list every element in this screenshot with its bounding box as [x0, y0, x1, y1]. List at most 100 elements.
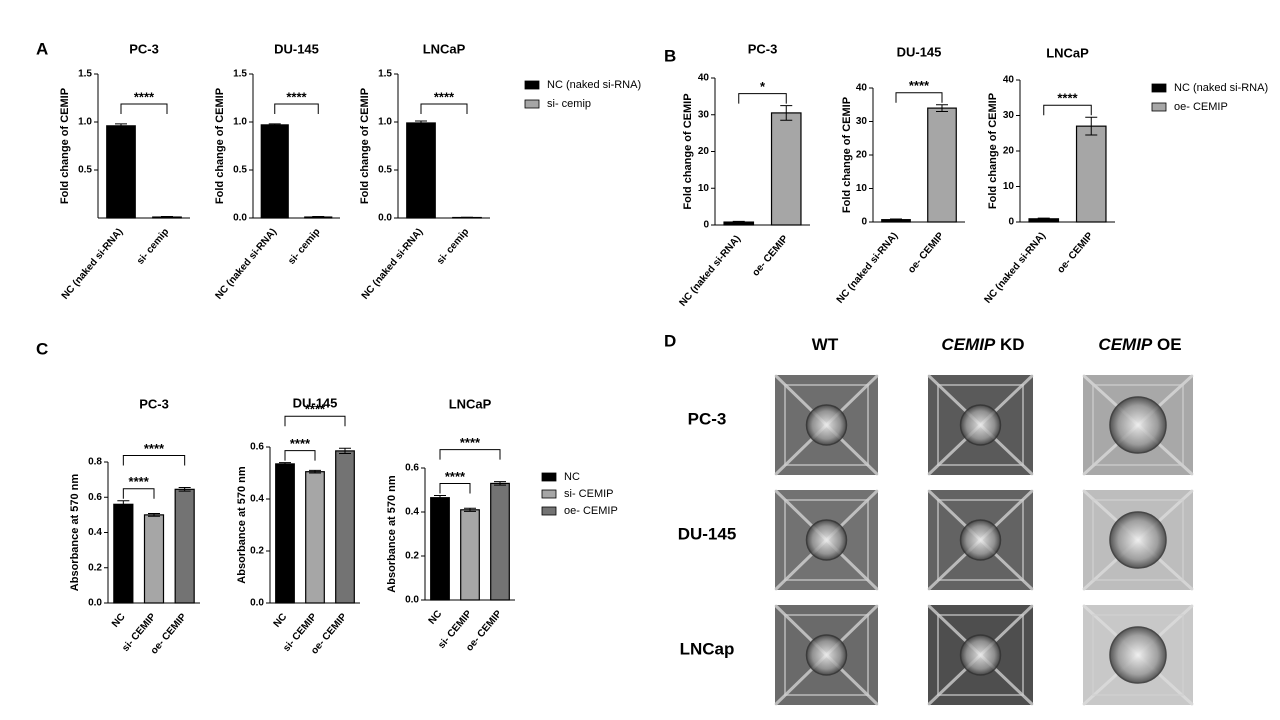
- chart-title: PC-3: [129, 41, 159, 56]
- y-tick-label: 0.0: [378, 213, 392, 224]
- y-axis-label: Fold change of CEMIP: [214, 88, 226, 204]
- bar: [430, 497, 450, 601]
- significance-bracket: [120, 103, 168, 114]
- panel-label: C: [36, 339, 48, 358]
- y-axis-label: Fold change of CEMIP: [841, 97, 853, 213]
- bar: [406, 122, 436, 219]
- legend-swatch: [524, 80, 540, 90]
- x-tick-label: NC (naked si-RNA): [213, 227, 279, 302]
- y-axis-label: Absorbance at 570 nm: [386, 475, 398, 593]
- bar: [335, 450, 355, 604]
- significance-bracket: [284, 415, 346, 427]
- significance-label: ****: [909, 78, 930, 93]
- significance-label: *: [760, 79, 766, 94]
- y-tick-label: 30: [856, 116, 868, 127]
- y-tick-label: 0.5: [233, 165, 247, 176]
- significance-bracket: [274, 103, 319, 114]
- row-label: LNCap: [680, 639, 735, 658]
- well-floor: [784, 384, 869, 466]
- bar: [927, 107, 957, 223]
- chart-title: DU-145: [897, 44, 942, 59]
- significance-bracket: [895, 92, 943, 103]
- y-tick-label: 20: [856, 150, 868, 161]
- x-tick-label: NC: [272, 612, 290, 630]
- bar: [275, 463, 295, 604]
- significance-bracket: [122, 455, 186, 466]
- legend-swatch: [541, 489, 557, 499]
- x-tick-label: NC (naked si-RNA): [677, 234, 743, 309]
- significance-bracket: [439, 449, 501, 460]
- legend-swatch: [524, 99, 540, 109]
- significance-bracket: [738, 93, 787, 104]
- chart-title: PC-3: [139, 396, 169, 411]
- significance-label: ****: [134, 89, 155, 104]
- error-bar: [936, 104, 948, 112]
- y-tick-label: 0.5: [378, 165, 392, 176]
- error-bar: [339, 447, 351, 454]
- significance-label: ****: [460, 435, 481, 450]
- bar: [106, 125, 136, 219]
- y-tick-label: 40: [856, 83, 868, 94]
- y-tick-label: 40: [1003, 75, 1015, 86]
- x-tick-label: NC (naked si-RNA): [982, 231, 1048, 306]
- error-bar: [279, 462, 291, 466]
- error-bar: [117, 500, 130, 509]
- column-header: CEMIP OE: [1098, 335, 1181, 354]
- y-tick-label: 20: [1003, 146, 1015, 157]
- legend-label: NC (naked si-RNA): [1174, 82, 1268, 94]
- error-bar: [494, 481, 506, 486]
- spheroid: [1109, 511, 1167, 569]
- error-bar: [309, 469, 321, 474]
- chart-title: LNCaP: [449, 396, 492, 411]
- bar: [305, 471, 325, 604]
- y-tick-label: 0.0: [233, 213, 247, 224]
- y-tick-label: 1.0: [233, 117, 247, 128]
- significance-label: ****: [1057, 91, 1078, 106]
- significance-label: ****: [290, 436, 311, 451]
- chart-title: PC-3: [748, 41, 778, 56]
- y-tick-label: 0.0: [88, 598, 102, 609]
- significance-label: ****: [305, 402, 326, 417]
- y-tick-label: 1.0: [378, 117, 392, 128]
- y-tick-label: 0.2: [250, 546, 264, 557]
- y-tick-label: 0.6: [405, 463, 419, 474]
- bar: [260, 124, 289, 219]
- column-label: KD: [1000, 335, 1025, 354]
- x-tick-label: NC (naked si-RNA): [360, 227, 426, 302]
- y-axis-label: Absorbance at 570 nm: [69, 474, 81, 592]
- error-bar: [434, 495, 446, 501]
- gene-name: CEMIP: [1098, 335, 1153, 354]
- spheroid: [1109, 626, 1167, 684]
- bar: [174, 488, 195, 604]
- error-bar: [115, 123, 127, 129]
- legend-label: oe- CEMIP: [1174, 101, 1228, 113]
- column-header: WT: [812, 335, 839, 354]
- error-bar: [415, 120, 427, 126]
- significance-label: ****: [144, 441, 165, 456]
- y-tick-label: 0: [861, 217, 867, 228]
- legend-swatch: [541, 472, 557, 482]
- y-tick-label: 0.6: [250, 442, 264, 453]
- y-axis-label: Fold change of CEMIP: [359, 88, 371, 204]
- error-bar: [1037, 217, 1050, 221]
- y-tick-label: 0.2: [88, 562, 102, 573]
- significance-bracket: [1043, 104, 1092, 116]
- legend-swatch: [1151, 83, 1167, 93]
- y-tick-label: 1.5: [378, 69, 392, 80]
- legend-label: si- CEMIP: [564, 488, 614, 500]
- error-bar: [732, 220, 745, 224]
- y-tick-label: 30: [698, 109, 710, 120]
- spheroid: [959, 634, 1002, 676]
- x-tick-label: oe- CEMIP: [906, 230, 946, 275]
- spheroid: [959, 404, 1002, 446]
- error-bar: [161, 216, 173, 219]
- x-tick-label: oe- CEMIP: [750, 233, 790, 278]
- well-floor: [937, 499, 1024, 581]
- significance-bracket: [284, 450, 316, 461]
- y-tick-label: 0.6: [88, 492, 102, 503]
- well-floor: [1092, 384, 1184, 466]
- y-tick-label: 0.4: [405, 507, 419, 518]
- y-axis-label: Fold change of CEMIP: [987, 93, 999, 209]
- x-tick-label: si- cemip: [135, 227, 171, 267]
